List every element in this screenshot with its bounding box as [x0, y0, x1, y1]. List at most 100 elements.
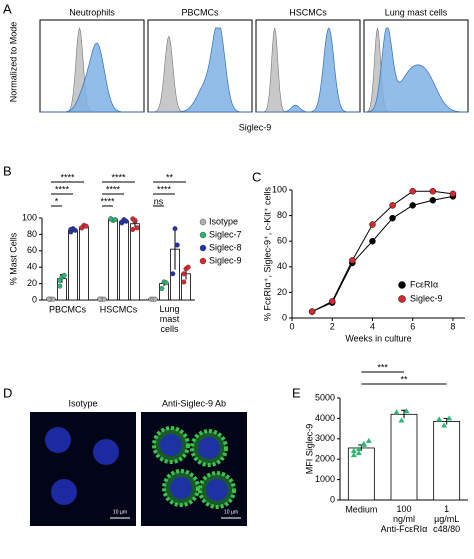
- nucleus: [93, 439, 119, 465]
- significance-label: ****: [106, 184, 121, 194]
- significance-label: ***: [377, 362, 388, 372]
- bar: [68, 229, 78, 301]
- x-tick-label: 1 µg/mL c48/80: [433, 504, 460, 534]
- data-point: [369, 237, 376, 245]
- significance-label: **: [166, 172, 174, 182]
- panel-letter: B: [3, 163, 12, 178]
- data-point: [429, 188, 437, 195]
- data-point: [398, 417, 405, 423]
- data-point: [429, 196, 437, 204]
- x-axis-label: Weeks in culture: [345, 333, 411, 343]
- data-point: [349, 257, 356, 264]
- x-tick-label: 4: [370, 321, 375, 331]
- y-tick-label: 100: [22, 212, 37, 222]
- y-tick-label: 80: [277, 210, 287, 220]
- legend-label: Siglec-9: [209, 255, 242, 265]
- data-point: [172, 226, 178, 232]
- panel-letter: A: [3, 1, 12, 16]
- y-tick-label: 40: [277, 261, 287, 271]
- y-axis-label: Normalized to Mode: [8, 22, 18, 103]
- y-tick-label: 4000: [315, 413, 335, 423]
- siglec9-histogram: [148, 27, 252, 113]
- panel-letter: C: [252, 169, 261, 184]
- data-point: [170, 271, 176, 277]
- data-point: [152, 296, 158, 302]
- data-point: [130, 226, 136, 232]
- x-tick-label: 0: [289, 321, 294, 331]
- data-point: [97, 296, 103, 302]
- data-point: [159, 286, 165, 292]
- data-point: [403, 408, 410, 414]
- y-tick-label: 20: [277, 287, 287, 297]
- panel-letter: D: [3, 385, 12, 400]
- legend-label: Siglec-8: [209, 242, 242, 252]
- x-tick-label: 6: [410, 321, 415, 331]
- data-point: [46, 296, 52, 302]
- data-point: [57, 277, 63, 283]
- significance-label: ****: [100, 196, 115, 206]
- bar: [130, 223, 140, 301]
- data-point: [112, 217, 118, 223]
- x-tick-label: Lung mast cells: [159, 304, 179, 334]
- data-point: [355, 450, 362, 456]
- data-point: [123, 218, 129, 224]
- significance-label: ****: [55, 184, 70, 194]
- data-point: [68, 226, 74, 232]
- significance-label: ****: [157, 184, 172, 194]
- y-tick-label: 0: [282, 312, 287, 322]
- y-tick-label: 5000: [315, 392, 335, 402]
- panel-letter: E: [292, 385, 301, 400]
- data-point: [389, 214, 396, 222]
- data-point: [355, 446, 362, 451]
- data-point: [350, 452, 357, 458]
- data-point: [449, 190, 457, 198]
- micrograph: [30, 412, 136, 526]
- y-tick-label: 20: [27, 278, 37, 288]
- significance-label: ns: [154, 196, 164, 206]
- histogram-title: Neutrophils: [69, 7, 115, 17]
- y-tick-label: 2000: [315, 454, 335, 464]
- data-point: [409, 202, 416, 209]
- significance-label: *: [55, 196, 59, 206]
- legend-label: Isotype: [209, 216, 238, 226]
- scale-bar-label: 10 µm: [113, 509, 127, 515]
- data-point: [163, 280, 169, 286]
- y-axis-label: MFI Siglec-9: [304, 424, 314, 475]
- series-line: [311, 190, 453, 313]
- data-point: [72, 227, 78, 233]
- y-tick-label: 0: [32, 294, 37, 304]
- nucleus: [198, 437, 220, 459]
- data-point: [350, 448, 357, 454]
- legend-swatch: [199, 257, 207, 265]
- isotype-histogram: [256, 27, 360, 113]
- data-point: [365, 437, 372, 443]
- bar: [108, 219, 118, 301]
- legend-swatch: [199, 244, 207, 252]
- siglec9-histogram: [256, 27, 360, 113]
- data-point: [181, 279, 187, 285]
- data-point: [181, 271, 187, 277]
- y-axis-label: % FcεRIα⁺, Siglec-9⁺, c-Kit⁺ cells: [262, 187, 272, 321]
- image-title: Anti-Siglec-9 Ab: [162, 398, 226, 408]
- data-point: [83, 223, 89, 229]
- y-tick-label: 40: [27, 262, 37, 272]
- legend-swatch: [199, 231, 207, 239]
- x-tick-label: 100 ng/ml Anti-FcεRIα: [381, 504, 428, 534]
- nucleus: [51, 479, 77, 505]
- histogram-title: Lung mast cells: [385, 7, 448, 17]
- data-point: [369, 221, 376, 228]
- data-point: [409, 188, 416, 195]
- legend-swatch: [199, 218, 207, 226]
- y-axis-label: % Mast Cells: [8, 232, 18, 285]
- data-point: [50, 296, 56, 302]
- x-tick-label: Medium: [345, 504, 377, 514]
- y-tick-label: 0: [330, 494, 335, 504]
- data-point: [185, 264, 191, 270]
- y-tick-label: 60: [27, 245, 37, 255]
- scale-bar-label: 10 µm: [224, 509, 238, 515]
- x-tick-label: PBCMCs: [49, 304, 87, 314]
- legend-label: FcεRIα: [410, 279, 438, 289]
- nucleus: [170, 477, 192, 499]
- y-tick-label: 80: [27, 229, 37, 239]
